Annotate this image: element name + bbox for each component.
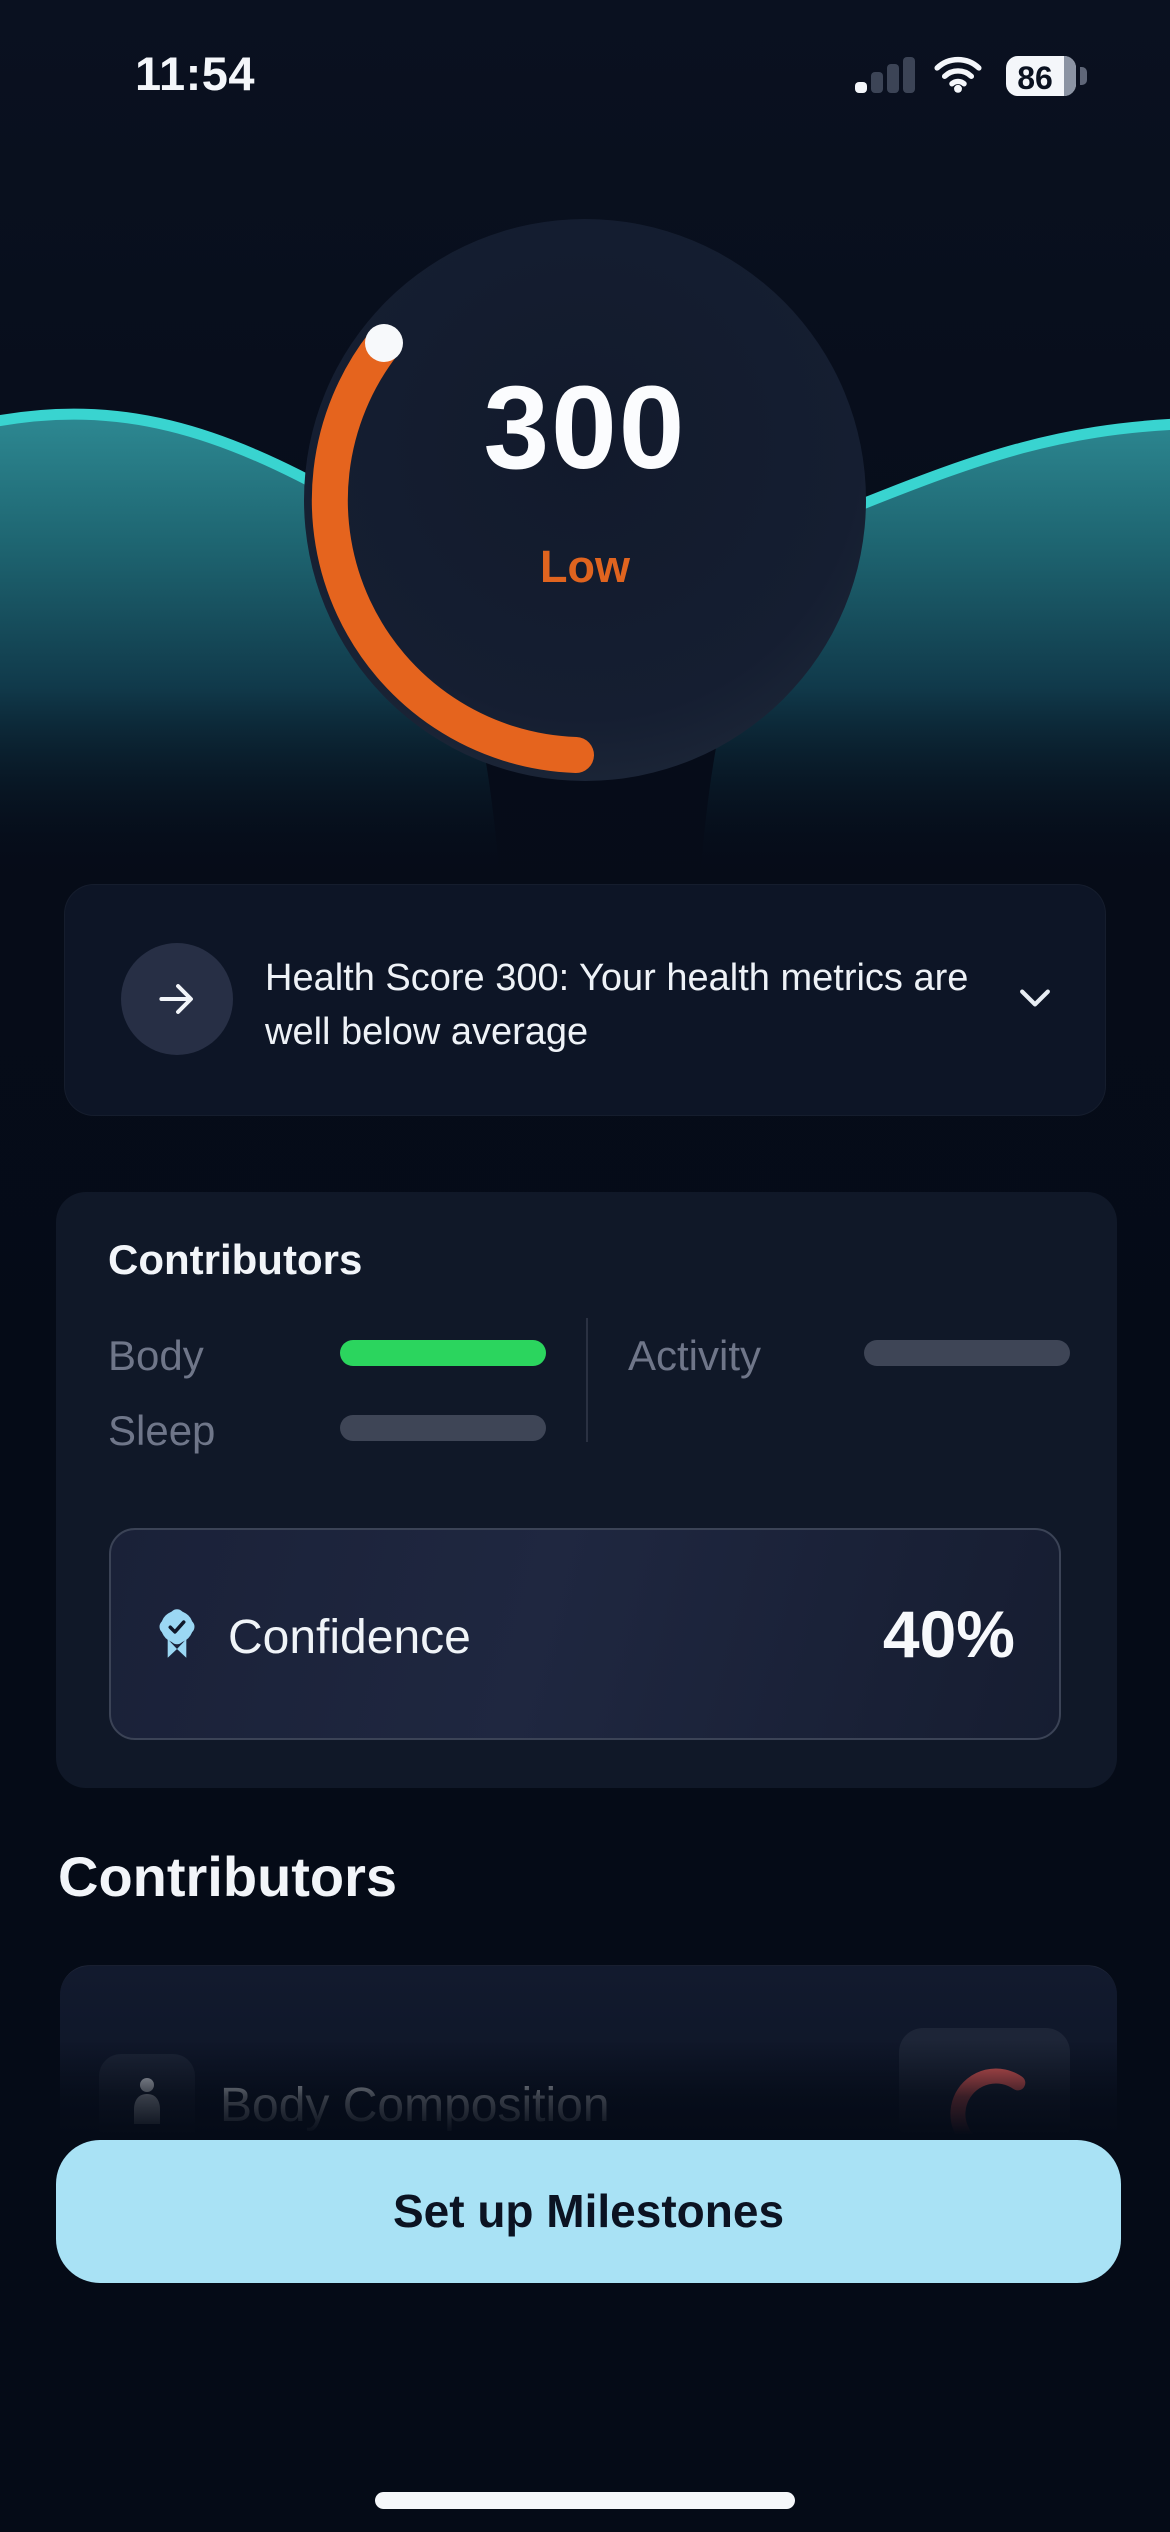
signal-bar-3 [887, 64, 899, 93]
health-score-value: 300 [483, 362, 687, 494]
contributors-section-title: Contributors [58, 1845, 398, 1908]
metrics-divider [586, 1318, 588, 1442]
insight-arrow-button[interactable] [121, 943, 233, 1055]
metric-bar-sleep [340, 1415, 546, 1441]
battery-empty-segment [1064, 56, 1076, 96]
insight-text: Health Score 300: Your health metrics ar… [265, 957, 969, 1053]
metric-bar-activity [864, 1340, 1070, 1366]
setup-milestones-button[interactable]: Set up Milestones [56, 2140, 1121, 2283]
confidence-value: 40% [882, 1597, 1015, 1671]
battery-cap [1080, 67, 1087, 85]
confidence-card: Confidence 40% [109, 1528, 1061, 1740]
gauge-start-dot [365, 324, 403, 362]
metric-label-activity: Activity [628, 1332, 762, 1379]
metric-label-sleep: Sleep [108, 1407, 216, 1454]
gauge-hero-graphic [0, 219, 1170, 880]
score-insight-card[interactable]: Health Score 300: Your health metrics ar… [64, 884, 1106, 1116]
status-time: 11:54 [134, 47, 256, 100]
battery-icon: 86 [1006, 56, 1092, 96]
battery-percent: 86 [1017, 60, 1053, 96]
signal-bar-1 [855, 82, 867, 93]
contributors-card-title: Contributors [108, 1236, 363, 1283]
gauge-progress-arc [311, 325, 594, 773]
metric-bar-body [340, 1340, 546, 1366]
arrow-right-icon [159, 984, 193, 1014]
metric-label-body: Body [108, 1332, 204, 1379]
bottom-fade-overlay [0, 2040, 1170, 2143]
health-score-level: Low [540, 541, 630, 592]
award-badge-icon [159, 1609, 195, 1658]
signal-bar-2 [871, 72, 883, 93]
gauge-circle [304, 219, 866, 781]
cellular-signal-icon [855, 57, 917, 93]
battery-body: 86 [1006, 56, 1076, 96]
home-indicator[interactable] [375, 2492, 795, 2509]
chevron-down-icon[interactable] [1013, 981, 1057, 1015]
contributors-summary-card: Contributors Body Activity Sleep Confide… [56, 1192, 1117, 1788]
wifi-icon [934, 56, 982, 93]
signal-bar-4 [903, 57, 915, 93]
confidence-label: Confidence [228, 1611, 471, 1664]
